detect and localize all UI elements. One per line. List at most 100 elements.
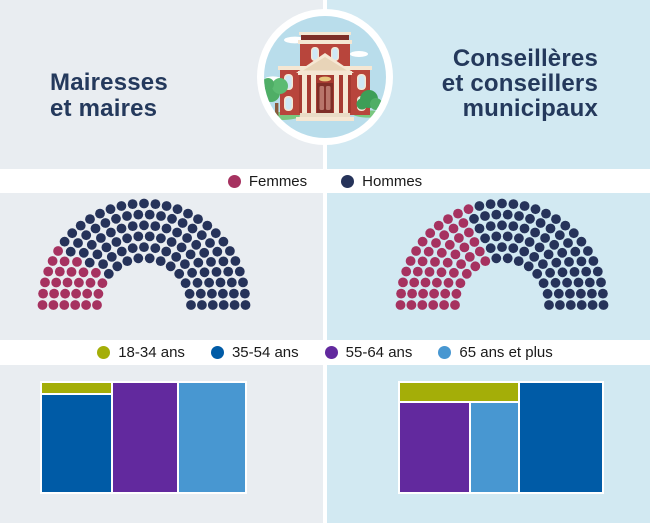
seat-dot-homme (549, 239, 560, 250)
seat-dot-homme (596, 277, 606, 288)
seat-dot-femme (454, 233, 464, 243)
seat-dot-homme (92, 249, 103, 260)
seat-dot-homme (519, 201, 530, 211)
seat-dot-homme (542, 288, 553, 299)
seat-dot-homme (530, 204, 541, 215)
seat-dot-femme (436, 247, 447, 258)
seat-dot-homme (133, 209, 144, 220)
seat-dot-homme (502, 231, 513, 242)
seat-dot-homme (180, 259, 190, 269)
seat-dot-homme (497, 220, 507, 231)
seat-dot-femme (450, 300, 460, 310)
councilors-age-35-54-block (520, 383, 602, 492)
seat-dot-homme (174, 268, 185, 279)
seat-dot-femme (417, 256, 428, 267)
seat-dot-femme (424, 267, 435, 277)
seat-dot-femme (429, 288, 439, 299)
seat-dot-homme (532, 268, 543, 279)
seat-dot-homme (568, 228, 579, 239)
mayors-age-treemap (40, 381, 247, 494)
seat-dot-homme (111, 213, 121, 224)
right-panel-title: Conseillères et conseillers municipaux (442, 46, 598, 121)
seat-dot-homme (573, 277, 584, 288)
seat-dot-femme (443, 277, 454, 288)
legend-item-femmes: Femmes (227, 173, 307, 190)
seat-dot-homme (523, 261, 534, 272)
seat-dot-femme (81, 300, 91, 310)
councilors-age-treemap (398, 381, 604, 494)
seat-dot-homme (502, 209, 513, 220)
seat-dot-homme (100, 218, 111, 228)
seat-dot-homme (187, 223, 198, 234)
seat-dot-femme (464, 252, 475, 262)
seat-dot-homme (240, 288, 250, 299)
seat-dot-homme (554, 230, 565, 241)
seat-dot-homme (529, 252, 540, 262)
seat-dot-homme (519, 223, 530, 234)
seat-dot-homme (199, 247, 210, 258)
seat-dot-homme (535, 218, 546, 228)
seat-dot-femme (51, 277, 62, 288)
seat-dot-femme (430, 257, 440, 267)
seat-dot-homme (133, 231, 144, 242)
seat-dot-homme (240, 300, 251, 310)
seat-dot-femme (451, 288, 462, 299)
seat-dot-homme (491, 253, 502, 264)
councilors-age-18-34-block (400, 383, 519, 402)
seat-dot-homme (127, 221, 138, 231)
seat-dot-femme (91, 267, 101, 278)
seat-dot-homme (180, 278, 191, 289)
seat-dot-homme (67, 228, 78, 239)
seat-dot-homme (545, 223, 556, 234)
seat-dot-homme (193, 214, 203, 224)
seat-dot-homme (150, 199, 161, 209)
seat-dot-homme (182, 233, 193, 243)
councilors-age-55-64-block (400, 403, 469, 492)
seat-dot-femme (431, 238, 441, 248)
mayors-age-55-64-block (112, 383, 177, 492)
seat-dot-femme (450, 249, 461, 260)
seat-dot-homme (185, 249, 196, 260)
legend-item-35-54: 35-54 ans (210, 344, 299, 361)
seat-dot-homme (550, 277, 561, 288)
seat-dot-homme (167, 213, 177, 224)
seat-dot-homme (598, 300, 609, 310)
seat-dot-femme (401, 266, 412, 277)
seat-dot-femme (439, 230, 450, 241)
seat-dot-femme (455, 278, 466, 289)
seat-dot-homme (223, 266, 234, 277)
seat-dot-homme (502, 253, 513, 264)
seat-dot-homme (95, 208, 105, 219)
seat-dot-homme (75, 220, 86, 231)
seat-dot-homme (218, 236, 229, 247)
seat-dot-homme (560, 220, 571, 231)
seat-dot-homme (592, 266, 603, 277)
seat-dot-femme (442, 257, 453, 268)
seat-dot-homme (207, 300, 218, 310)
seat-dot-homme (551, 214, 561, 224)
seat-dot-femme (37, 300, 48, 310)
seat-dot-homme (197, 300, 207, 310)
seat-dot-femme (470, 261, 481, 272)
seat-dot-homme (230, 256, 241, 266)
seat-dot-homme (584, 277, 595, 288)
seat-dot-homme (540, 233, 550, 243)
seat-dot-homme (98, 259, 108, 269)
seat-dot-homme (172, 204, 183, 215)
seat-dot-femme (66, 267, 77, 277)
seat-dot-femme (405, 256, 416, 266)
seat-dot-homme (497, 242, 507, 252)
seat-dot-homme (553, 288, 564, 299)
left-panel-title: Mairesses et maires (50, 70, 168, 122)
seat-dot-femme (420, 277, 431, 288)
seat-dot-homme (485, 221, 496, 231)
seat-dot-homme (485, 243, 496, 254)
seat-dot-homme (122, 233, 132, 244)
councilors-gender-parliament-chart (395, 198, 609, 310)
seat-dot-homme (166, 237, 177, 247)
seat-dot-femme (425, 228, 436, 239)
seat-dot-homme (78, 247, 89, 258)
seat-dot-homme (106, 227, 116, 238)
seat-dot-homme (195, 288, 206, 299)
